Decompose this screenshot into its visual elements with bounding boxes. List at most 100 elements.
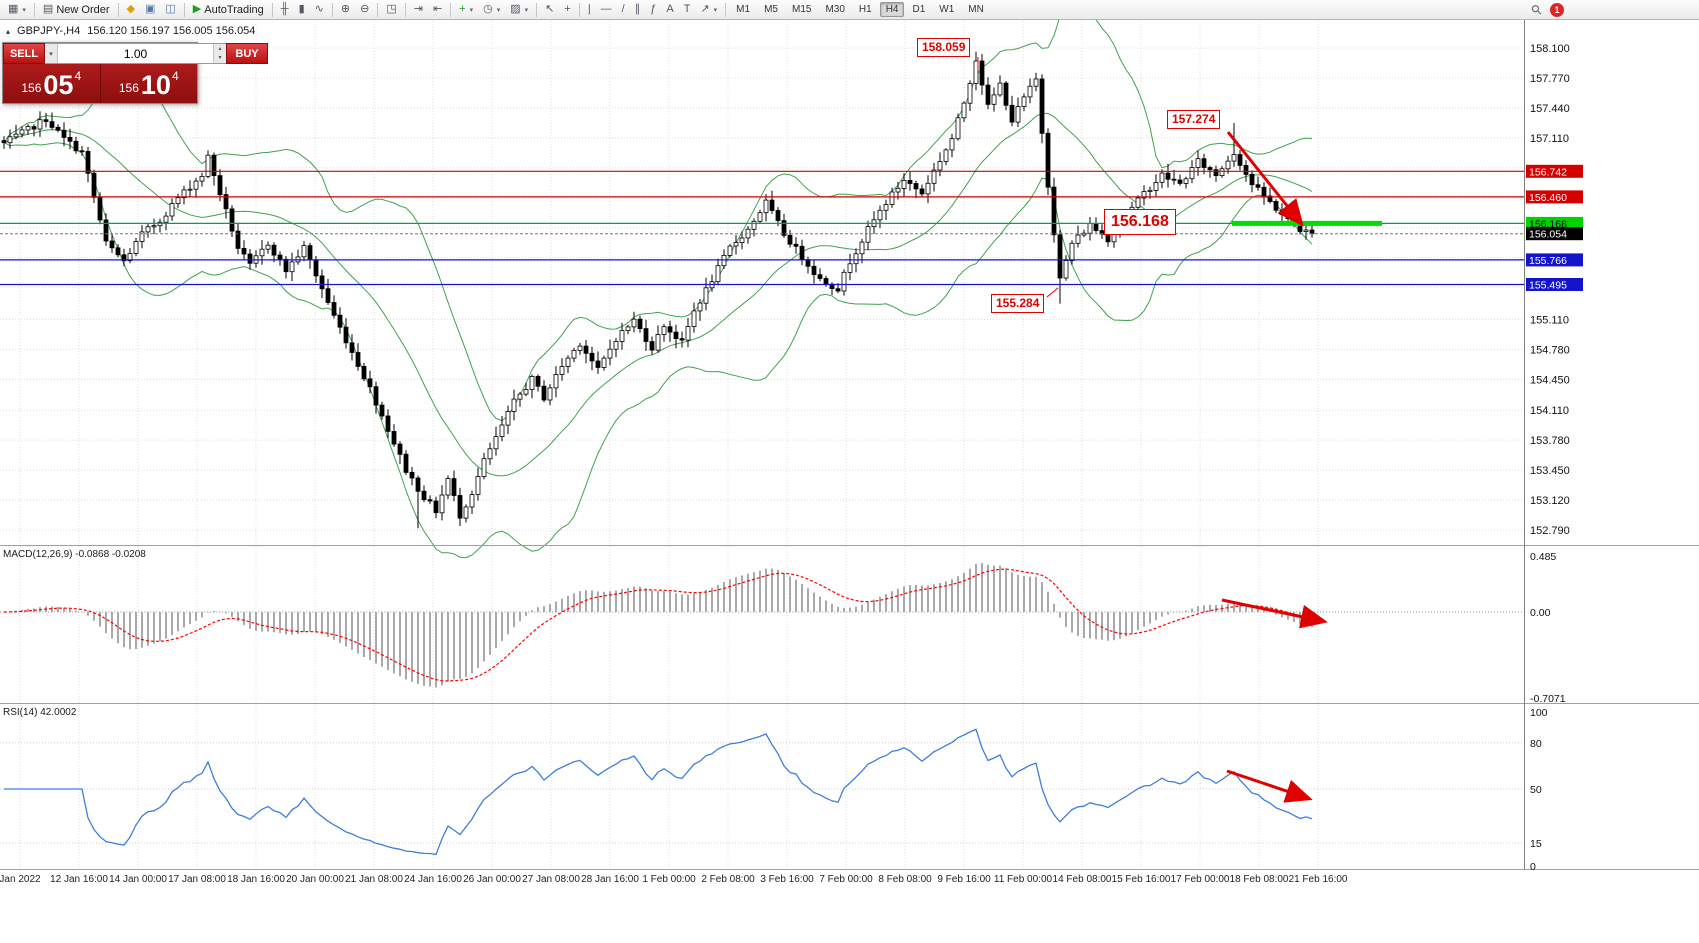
candle [139,231,145,242]
buy-price-big: 10 [140,70,171,100]
annotation-leader [1046,287,1059,298]
rsi-trend-arrow[interactable] [1226,769,1313,803]
trendline-icon[interactable]: / [617,1,630,18]
crosshair-icon[interactable]: + [559,1,575,18]
candle [517,393,523,400]
new-order-button[interactable]: ▤ New Order [38,1,115,18]
bollinger-lower-band [3,142,1313,559]
timeframe-M30[interactable]: M30 [825,4,845,15]
candle [343,326,349,344]
candle [79,150,85,153]
timeframe-H4[interactable]: H4 [879,2,905,17]
periods-icon[interactable]: ◷ ▾ [478,1,505,18]
candle [547,387,553,401]
data-window-icon[interactable]: ▣ [140,1,160,18]
price-annotation[interactable]: 158.059 [917,38,971,57]
chart-shift-icon: ⇤ [432,3,443,15]
mql5-market-icon[interactable]: ◆ [122,1,140,18]
templates-icon[interactable]: ▨ ▾ [505,1,533,18]
price-axis: 158.100 157.770 157.440 157.110 155.110 154.7… [1530,43,1570,537]
timeframe-MN[interactable]: MN [968,4,984,15]
candle [127,253,133,262]
macd-signal-line [3,568,1313,682]
macd-trend-arrow[interactable] [1221,598,1328,629]
buy-button[interactable]: BUY [226,43,268,64]
timeframe-W1[interactable]: W1 [939,4,955,15]
cursor-icon[interactable]: ↖ [540,1,559,18]
price-annotation[interactable]: 157.274 [1167,110,1221,129]
candle [1279,209,1285,216]
text-icon[interactable]: A [661,1,678,18]
notifications-badge[interactable]: 1 [1550,2,1564,17]
trade-panel-divider [99,64,101,103]
vertical-line-icon[interactable]: | [583,1,596,18]
candle [463,506,469,519]
candle [169,203,175,217]
fibonacci-icon[interactable]: ƒ [645,1,661,18]
new-chart-icon[interactable]: ▦ ▾ [3,1,31,18]
volume-down-icon[interactable]: ▾ [218,55,222,62]
candlestick-chart-icon: ▮ [298,3,305,15]
candle [811,265,817,276]
price-annotation[interactable]: 156.168 [1104,209,1176,235]
candle [1201,158,1207,168]
volume-up-icon[interactable]: ▴ [218,45,222,52]
timeframe-H1[interactable]: H1 [858,4,872,15]
svg-text:153.450: 153.450 [1530,465,1570,477]
candle [1285,214,1291,220]
candle [601,357,607,368]
zoom-out-icon[interactable]: ⊖ [355,1,374,18]
price-annotation[interactable]: 155.284 [991,294,1045,313]
candle [97,196,103,221]
data-window-icon: ▣ [144,3,156,15]
dropdown-caret-icon: ▾ [713,6,718,14]
horizontal-line-icon[interactable]: — [596,1,617,18]
strategy-tester-icon[interactable]: ◫ [160,1,180,18]
timeframe-D1[interactable]: D1 [912,4,926,15]
bar-chart-icon[interactable]: ╫ [276,1,294,18]
candlestick-chart-icon[interactable]: ▮ [294,1,310,18]
candle [499,424,505,438]
auto-scroll-icon[interactable]: ⇥ [409,1,428,18]
svg-text:50: 50 [1530,784,1542,796]
buy-price-display[interactable]: 156 10 4 [101,64,198,103]
new-order-label: New Order [56,3,110,16]
sell-button[interactable]: SELL [3,43,45,64]
candle [1219,168,1225,177]
autotrading-button[interactable]: ▶ AutoTrading [188,1,269,18]
svg-text:0.485: 0.485 [1530,551,1556,563]
arrows-tool-icon[interactable]: ↗ ▾ [695,1,722,18]
volume-dropdown-caret-icon[interactable]: ▾ [45,44,58,63]
candle [121,254,127,262]
svg-text:18 Jan 16:00: 18 Jan 16:00 [227,874,285,885]
sell-price-display[interactable]: 156 05 4 [3,64,100,103]
macd-axis: 0.485 0.00 -0.7071 [1530,551,1566,705]
line-chart-icon[interactable]: ∿ [310,1,329,18]
candle [847,263,853,273]
candle [673,331,679,340]
svg-text:27 Jan 08:00: 27 Jan 08:00 [522,874,580,885]
toolbar-separator [117,2,119,17]
equidistant-channel-icon[interactable]: ∥ [630,1,646,18]
zoom-in-icon: ⊕ [340,3,351,15]
zoom-in-icon[interactable]: ⊕ [336,1,355,18]
tile-windows-icon[interactable]: ◳ [381,1,401,18]
macd-histogram [9,563,1313,688]
svg-text:0: 0 [1530,861,1536,873]
price-trend-arrow[interactable] [1226,131,1304,227]
candle [1021,96,1027,108]
label-icon[interactable]: T [679,1,696,18]
timeframe-M15[interactable]: M15 [791,4,812,15]
timeframe-M5[interactable]: M5 [764,4,778,15]
vertical-line-icon: | [587,3,591,15]
volume-input[interactable] [58,44,213,63]
candle [415,477,421,492]
grid-vertical [19,21,1319,868]
search-icon[interactable]: ⚲ [1528,0,1546,18]
timeframe-M1[interactable]: M1 [736,4,751,15]
candle [1075,234,1081,244]
candle [1,140,7,144]
toolbar-separator [578,2,580,17]
chart-shift-icon[interactable]: ⇤ [428,1,447,18]
indicators-icon[interactable]: + ▾ [454,1,478,18]
